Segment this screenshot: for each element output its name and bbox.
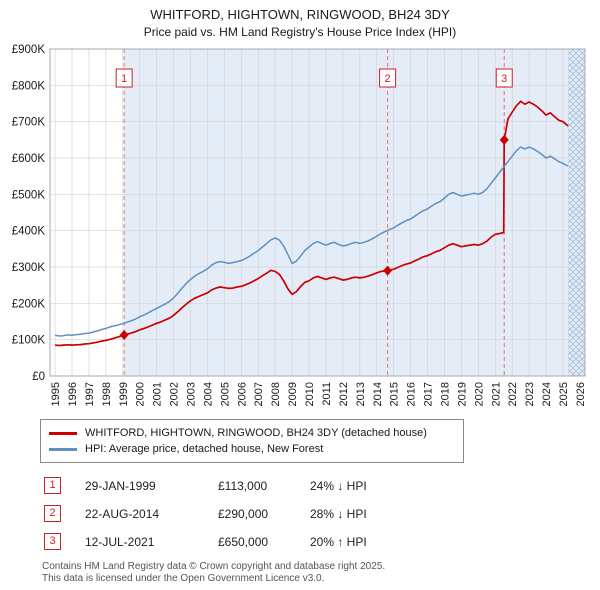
sale-price: £290,000	[218, 506, 269, 521]
sale-hpi-comparison: 20% ↑ HPI	[310, 534, 367, 549]
legend: WHITFORD, HIGHTOWN, RINGWOOD, BH24 3DY (…	[40, 419, 464, 463]
svg-text:£0: £0	[32, 371, 45, 383]
svg-text:2003: 2003	[186, 382, 198, 406]
svg-text:2008: 2008	[270, 382, 282, 406]
sale-hpi-comparison: 28% ↓ HPI	[310, 506, 367, 521]
svg-text:3: 3	[501, 73, 507, 85]
sale-number-badge: 3	[44, 533, 61, 550]
svg-text:2010: 2010	[304, 382, 316, 406]
page-title: WHITFORD, HIGHTOWN, RINGWOOD, BH24 3DY	[150, 7, 450, 22]
sale-number-badge: 2	[44, 505, 61, 522]
svg-text:2025: 2025	[558, 382, 570, 406]
svg-text:2005: 2005	[219, 382, 231, 406]
svg-text:2022: 2022	[507, 382, 519, 406]
svg-text:2023: 2023	[524, 382, 536, 406]
license-footer: Contains HM Land Registry data © Crown c…	[42, 561, 600, 585]
legend-item-property: WHITFORD, HIGHTOWN, RINGWOOD, BH24 3DY (…	[49, 425, 455, 441]
legend-label-property: WHITFORD, HIGHTOWN, RINGWOOD, BH24 3DY (…	[85, 427, 427, 439]
sale-price: £650,000	[218, 534, 269, 549]
svg-text:2018: 2018	[439, 382, 451, 406]
sale-date: 12-JUL-2021	[85, 534, 155, 549]
svg-text:1995: 1995	[50, 382, 62, 406]
svg-text:£700K: £700K	[12, 117, 46, 129]
sale-price: £113,000	[218, 478, 268, 493]
svg-text:2012: 2012	[338, 382, 350, 406]
svg-text:2014: 2014	[372, 382, 384, 406]
legend-item-hpi: HPI: Average price, detached house, New …	[49, 441, 455, 457]
svg-text:2017: 2017	[423, 382, 435, 406]
svg-text:1: 1	[121, 73, 127, 85]
legend-label-hpi: HPI: Average price, detached house, New …	[85, 443, 324, 455]
sale-row-3: 3 12-JUL-2021 £650,000 20% ↑ HPI	[44, 533, 600, 550]
page-subtitle: Price paid vs. HM Land Registry's House …	[143, 25, 457, 39]
svg-text:2001: 2001	[152, 382, 164, 406]
svg-text:2000: 2000	[135, 382, 147, 406]
svg-text:2015: 2015	[389, 382, 401, 406]
svg-text:2: 2	[385, 73, 391, 85]
svg-text:1998: 1998	[101, 382, 113, 406]
sale-date: 22-AUG-2014	[85, 506, 160, 521]
svg-text:2013: 2013	[355, 382, 367, 406]
sale-hpi-comparison: 24% ↓ HPI	[310, 478, 367, 493]
svg-text:£200K: £200K	[12, 298, 46, 310]
footer-line-1: Contains HM Land Registry data © Crown c…	[42, 561, 386, 572]
hpi-line-swatch	[49, 447, 77, 451]
svg-text:2004: 2004	[202, 382, 214, 406]
svg-text:2007: 2007	[253, 382, 265, 406]
svg-text:£500K: £500K	[12, 189, 46, 201]
svg-text:2021: 2021	[490, 382, 502, 406]
sales-table: 1 29-JAN-1999 £113,000 24% ↓ HPI 2 22-AU…	[44, 477, 600, 550]
sale-date: 29-JAN-1999	[85, 478, 156, 493]
svg-text:2009: 2009	[287, 382, 299, 406]
svg-text:2016: 2016	[406, 382, 418, 406]
svg-text:2026: 2026	[575, 382, 587, 406]
svg-text:2019: 2019	[456, 382, 468, 406]
sale-row-1: 1 29-JAN-1999 £113,000 24% ↓ HPI	[44, 477, 600, 494]
svg-text:1997: 1997	[84, 382, 96, 406]
svg-text:£300K: £300K	[12, 262, 46, 274]
sale-number-badge: 1	[44, 477, 61, 494]
svg-text:2024: 2024	[541, 382, 553, 406]
svg-text:2020: 2020	[473, 382, 485, 406]
svg-text:2011: 2011	[321, 382, 333, 406]
footer-line-2: This data is licensed under the Open Gov…	[42, 573, 325, 584]
svg-text:£800K: £800K	[12, 80, 46, 92]
svg-text:£900K: £900K	[12, 44, 46, 56]
svg-text:1999: 1999	[118, 382, 130, 406]
svg-text:1996: 1996	[67, 382, 79, 406]
sale-row-2: 2 22-AUG-2014 £290,000 28% ↓ HPI	[44, 505, 600, 522]
price-chart: 1 2 3 £0 £100K £200K £300K £400K £500K £600K £700K…	[12, 44, 587, 406]
svg-text:£600K: £600K	[12, 153, 46, 165]
svg-text:2006: 2006	[236, 382, 248, 406]
property-line-swatch	[49, 431, 77, 435]
svg-text:£400K: £400K	[12, 226, 46, 238]
svg-text:£100K: £100K	[12, 335, 46, 347]
svg-text:2002: 2002	[169, 382, 181, 406]
